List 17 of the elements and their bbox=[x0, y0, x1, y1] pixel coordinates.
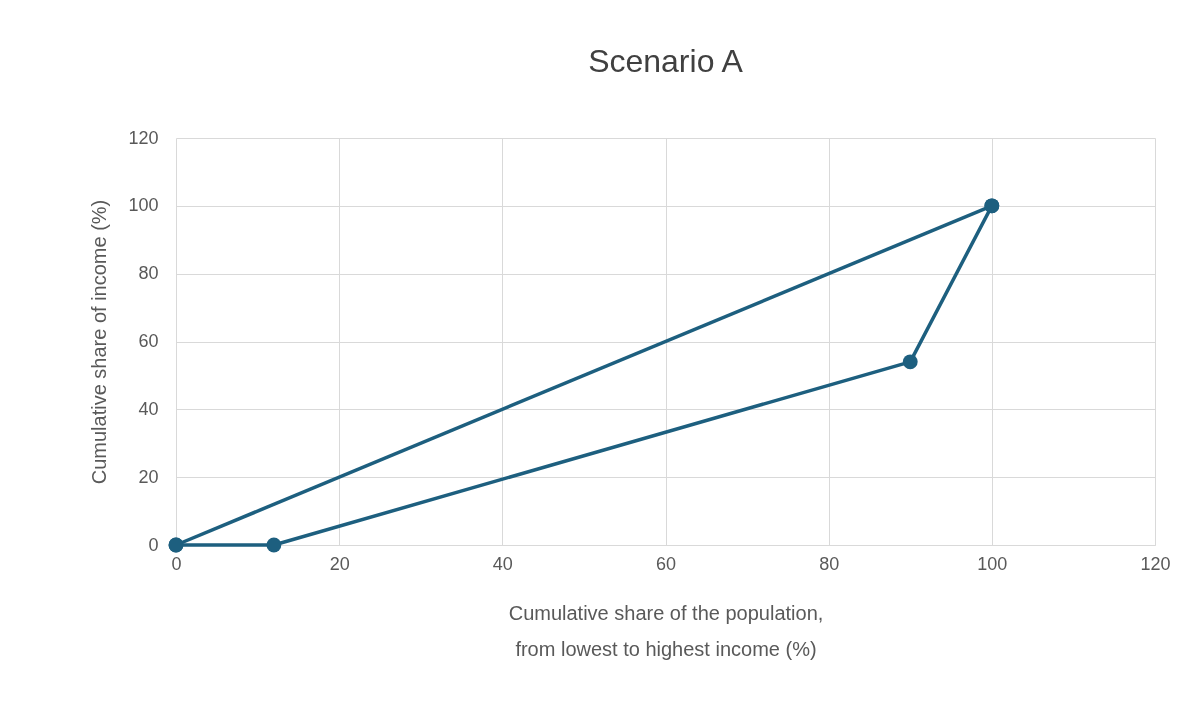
x-axis-title: Cumulative share of the population, from lowest to highest income (%) bbox=[508, 601, 824, 660]
x-tick-label: 100 bbox=[977, 553, 1008, 574]
y-tick-label: 120 bbox=[128, 127, 159, 148]
y-tick-label: 40 bbox=[138, 398, 159, 419]
x-tick-label: 60 bbox=[655, 553, 677, 574]
x-tick-label: 120 bbox=[1140, 553, 1171, 574]
x-tick-label: 0 bbox=[171, 553, 182, 574]
y-tick-label: 0 bbox=[148, 534, 159, 555]
chart-title: Scenario A bbox=[588, 43, 744, 79]
y-tick-label: 100 bbox=[128, 195, 159, 216]
y-tick-label: 80 bbox=[138, 263, 159, 284]
y-tick-label: 20 bbox=[138, 466, 159, 487]
y-axis-title: Cumulative share of income (%) bbox=[88, 199, 111, 485]
x-tick-label: 40 bbox=[492, 553, 513, 574]
x-tick-label: 20 bbox=[329, 553, 350, 574]
x-tick-label: 80 bbox=[819, 553, 840, 574]
y-tick-label: 60 bbox=[138, 331, 159, 351]
